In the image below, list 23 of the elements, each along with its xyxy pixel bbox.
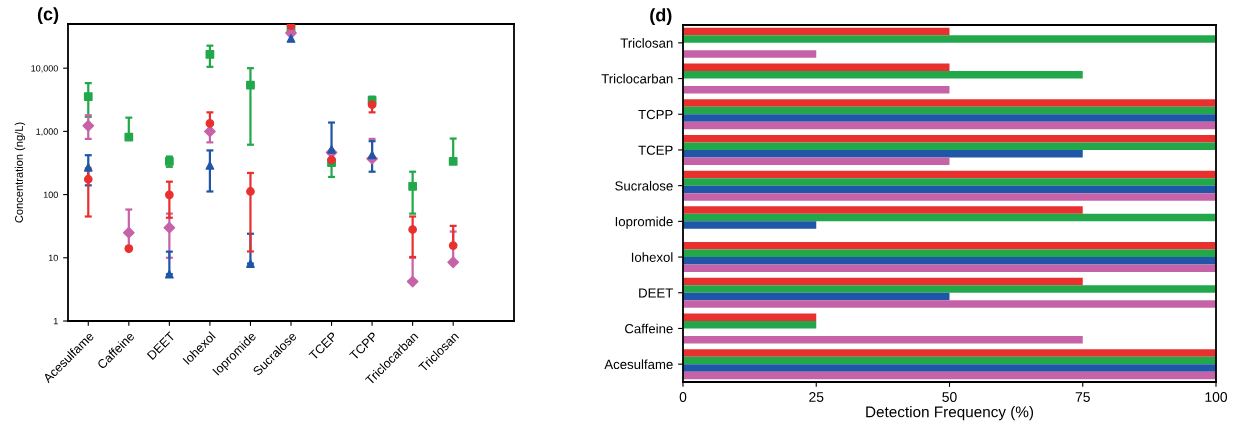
y-tick-label: DEET <box>639 288 673 298</box>
y-tick-label: 10 <box>48 254 58 262</box>
y-tick-label: Triclocarban <box>601 73 673 84</box>
x-tick-label: 100 <box>1205 392 1228 402</box>
x-tick-label: 0 <box>679 392 687 402</box>
y-tick-label: TCPP <box>638 109 673 120</box>
y-tick-label: Sucralose <box>615 180 673 191</box>
y-tick-label: Caffeine <box>625 323 673 334</box>
y-tick-label: Iohexol <box>631 252 673 262</box>
y-tick-label: Triclosan <box>620 38 673 48</box>
x-tick-label: 75 <box>1075 392 1090 402</box>
chart-title: (d) <box>650 8 672 25</box>
y-tick-label: TCEP <box>638 145 673 155</box>
y-axis-title: Concentration (ng/L) <box>14 122 26 223</box>
x-axis-title: Detection Frequency (%) <box>866 406 1034 421</box>
y-tick-label: 100 <box>43 191 58 198</box>
chart-title: (c) <box>37 7 59 24</box>
y-tick-label: Iopromide <box>615 216 673 229</box>
y-tick-label: 1,000 <box>36 128 58 136</box>
y-tick-label: 1 <box>53 318 58 325</box>
x-tick-label: 25 <box>809 392 824 402</box>
x-tick-label: 50 <box>942 392 957 402</box>
y-tick-label: 10,000 <box>31 65 58 73</box>
